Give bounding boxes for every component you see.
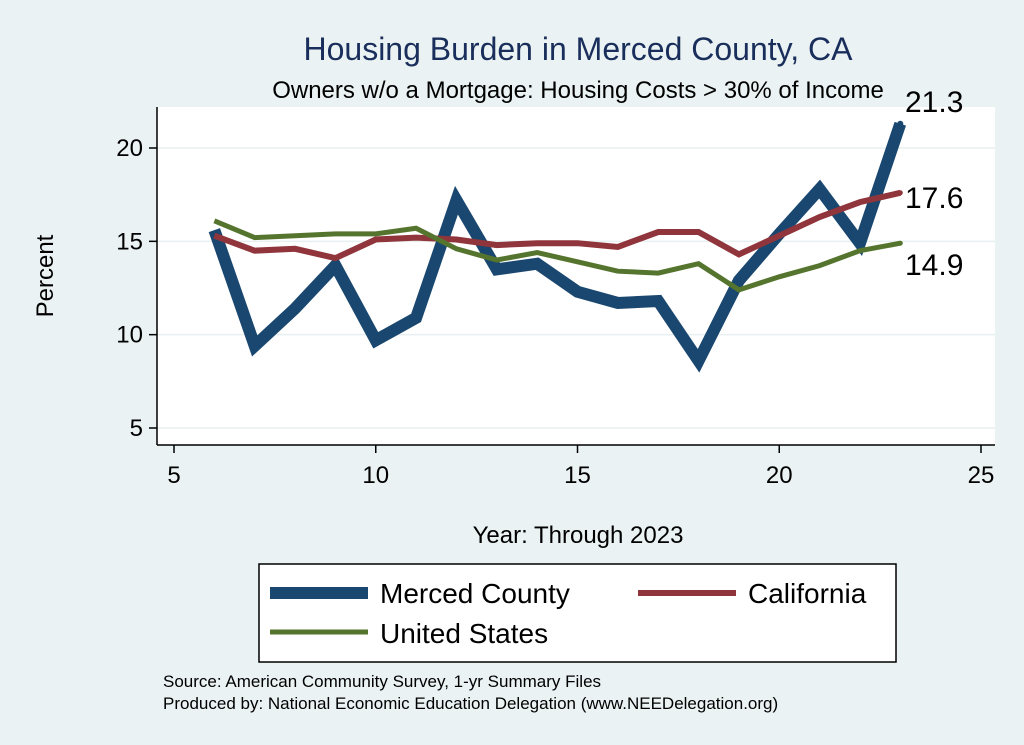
x-tick-label: 15	[564, 462, 591, 489]
end-value-label: 14.9	[905, 249, 963, 282]
legend-label: United States	[380, 618, 548, 649]
legend-label: Merced County	[380, 578, 570, 609]
x-tick-label: 20	[766, 462, 793, 489]
y-tick-label: 10	[116, 322, 143, 349]
y-tick-label: 20	[116, 135, 143, 162]
y-tick-label: 5	[130, 415, 143, 442]
end-labels: 21.3 17.6 14.9	[897, 86, 963, 282]
axes: 5 10 15 20 5 10 15 20 25	[116, 107, 995, 489]
chart-subtitle: Owners w/o a Mortgage: Housing Costs > 3…	[272, 77, 884, 104]
x-tick-label: 5	[167, 462, 180, 489]
end-value-label: 21.3	[905, 86, 963, 119]
x-tick-label: 25	[968, 462, 995, 489]
series-line-california	[213, 189, 901, 262]
end-value-label: 17.6	[905, 182, 963, 215]
x-tick-label: 10	[362, 462, 389, 489]
series-lines	[208, 121, 906, 373]
series-line-merced-county	[208, 121, 906, 373]
legend-label: California	[748, 578, 867, 609]
end-point	[897, 240, 903, 246]
producer-note: Produced by: National Economic Education…	[163, 694, 778, 713]
series-line-united-states	[213, 218, 901, 293]
source-note: Source: American Community Survey, 1-yr …	[163, 672, 601, 691]
y-axis-label: Percent	[32, 234, 59, 317]
legend-box	[258, 563, 897, 663]
chart-title: Housing Burden in Merced County, CA	[303, 31, 853, 67]
plot-area	[157, 107, 995, 445]
end-point	[897, 120, 904, 127]
x-axis-label: Year: Through 2023	[473, 522, 684, 549]
legend: Merced County California United States	[270, 578, 867, 649]
end-point	[897, 190, 903, 196]
y-tick-label: 15	[116, 228, 143, 255]
